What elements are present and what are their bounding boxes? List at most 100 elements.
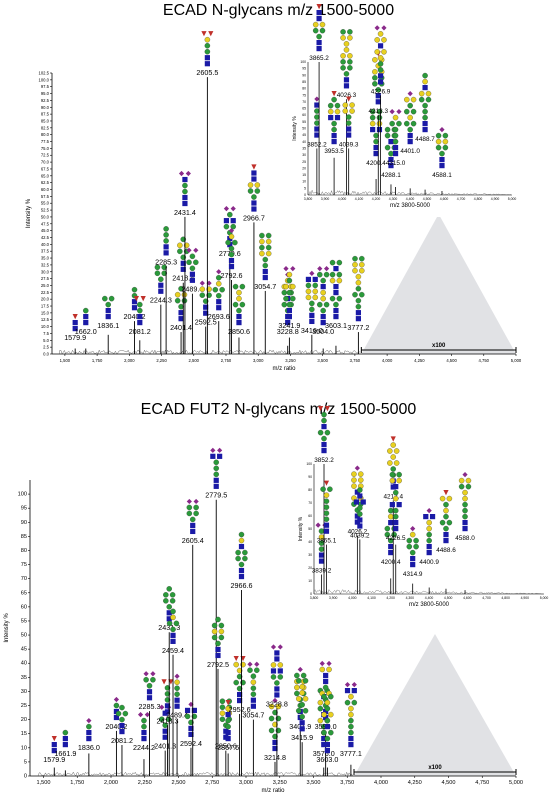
top-glycan-structure [212, 269, 225, 311]
glycan-hexose-circle [270, 662, 277, 668]
glycan-hexnac-square [316, 10, 322, 16]
glycan-hexose-circle [119, 716, 125, 723]
glycan-hexose-circle [344, 699, 351, 706]
bottom-inset-x-tick-label: 4,400 [425, 596, 434, 600]
glycan-glcnac-square [443, 538, 449, 544]
glycan-hexose-circle [388, 150, 394, 157]
top-inset-y-axis-label: Intensity % [292, 116, 298, 141]
top-inset-peak-label: 4588.1 [432, 172, 452, 179]
glycan-hexose-circle [236, 289, 242, 296]
glycan-hexose-circle [251, 194, 257, 200]
glycan-hexose-circle [328, 729, 334, 736]
glycan-glcnac-square [166, 616, 172, 622]
glycan-hexose-circle [349, 102, 355, 108]
glycan-hexose-circle [211, 634, 218, 641]
glycan-hexose-circle [373, 138, 379, 145]
glycan-fucose-triangle [233, 655, 239, 662]
glycan-hexnac-square [182, 176, 188, 183]
glycan-hexose-circle [154, 264, 161, 271]
glycan-glcnac-square [377, 79, 384, 85]
glycan-hexose-circle [376, 120, 383, 127]
glycan-fucose-triangle [161, 679, 167, 685]
glycan-glcnac-square [321, 742, 327, 748]
bottom-y-tick-label: 85 [21, 534, 27, 540]
glycan-hexnac-square [238, 543, 245, 550]
glycan-hexose-circle [137, 307, 143, 314]
bottom-zoom-label: x100 [428, 765, 442, 771]
glycan-hexose-circle [348, 723, 354, 730]
glycan-neuac-diamond [426, 508, 432, 514]
glycan-hexose-circle [375, 87, 382, 93]
glycan-hexose-circle [442, 138, 449, 145]
top-inset-peak-label: 4200.4 [366, 160, 386, 167]
glycan-neuac-diamond [314, 96, 320, 102]
glycan-hexose-circle [309, 300, 315, 307]
glycan-hexose-circle [286, 271, 293, 278]
glycan-hexose-circle [170, 614, 176, 621]
glycan-hexose-circle [115, 710, 122, 717]
glycan-hexose-circle [320, 277, 326, 284]
bottom-inset-y-tick-label: 90 [308, 475, 312, 479]
glycan-hexnac-square [429, 514, 436, 520]
glycan-hexose-circle [396, 471, 402, 478]
bottom-glycan-structure [321, 693, 334, 754]
top-peak-label: 3504.0 [312, 327, 334, 336]
glycan-hexose-circle [213, 465, 219, 472]
top-glycan-structure [317, 266, 330, 326]
top-glycan-structure [178, 170, 191, 207]
glycan-glcnac-square [443, 532, 449, 538]
glycan-glcnac-square [163, 244, 169, 250]
glycan-glcnac-square [410, 556, 416, 562]
top-inset-y-tick-label: 55 [302, 120, 306, 124]
top-x-tick-label: 3,500 [317, 358, 328, 363]
bottom-inset-glycan-structure [353, 487, 366, 529]
glycan-hexnac-square [223, 218, 230, 224]
glycan-hexose-circle [374, 49, 380, 55]
glycan-neuac-diamond [290, 266, 296, 272]
top-y-tick-label: 0.0 [43, 352, 49, 357]
glycan-hexose-circle [343, 47, 350, 53]
top-zoom-label: x100 [432, 343, 446, 349]
glycan-hexose-circle [462, 507, 468, 514]
bottom-inset-x-tick-label: 5,000 [540, 596, 549, 600]
glycan-hexose-circle [295, 696, 302, 702]
bottom-y-tick-label: 50 [21, 633, 27, 639]
glycan-hexose-circle [119, 704, 125, 711]
glycan-glcnac-square [86, 730, 92, 736]
top-y-tick-label: 52.5 [41, 208, 50, 213]
glycan-hexose-circle [312, 27, 319, 34]
bottom-x-tick-label: 4,000 [374, 780, 388, 786]
bottom-inset-x-tick-label: 3,800 [310, 596, 319, 600]
bottom-inset-y-tick-label: 70 [308, 501, 312, 505]
top-y-tick-label: 90.0 [41, 105, 50, 110]
glycan-hexose-circle [348, 711, 354, 718]
glycan-hexose-circle [193, 504, 199, 511]
glycan-hexose-circle [340, 65, 346, 71]
bottom-inset-peak-label: 4039.2 [350, 532, 370, 539]
glycan-hexose-circle [312, 21, 319, 28]
glycan-hexose-circle [324, 699, 331, 706]
glycan-glcnac-square [343, 83, 350, 89]
glycan-hexnac-square [323, 672, 329, 679]
glycan-hexose-circle [359, 255, 365, 262]
bottom-inset-x-tick-label: 4,800 [501, 596, 510, 600]
glycan-hexose-circle [236, 667, 243, 674]
glycan-hexose-circle [426, 519, 432, 526]
glycan-hexose-circle [204, 36, 211, 43]
top-inset-y-tick-label: 75 [302, 93, 306, 97]
glycan-hexose-circle [377, 61, 384, 67]
glycan-glcnac-square [237, 691, 243, 698]
glycan-hexose-circle [329, 271, 336, 278]
top-x-tick-label: 3,250 [285, 358, 296, 363]
glycan-hexose-circle [265, 244, 272, 251]
glycan-hexose-circle [355, 279, 362, 286]
glycan-hexose-circle [329, 259, 336, 266]
bottom-inset-y-tick-label: 100 [306, 462, 312, 466]
top-y-axis-label: Intensity % [26, 198, 32, 228]
glycan-hexose-circle [177, 248, 183, 255]
top-inset-x-tick-label: 4,300 [389, 197, 398, 201]
glycan-hexose-circle [343, 41, 350, 47]
glycan-hexose-circle [161, 270, 167, 277]
glycan-glcnac-square [299, 726, 305, 732]
glycan-hexose-circle [219, 704, 226, 710]
